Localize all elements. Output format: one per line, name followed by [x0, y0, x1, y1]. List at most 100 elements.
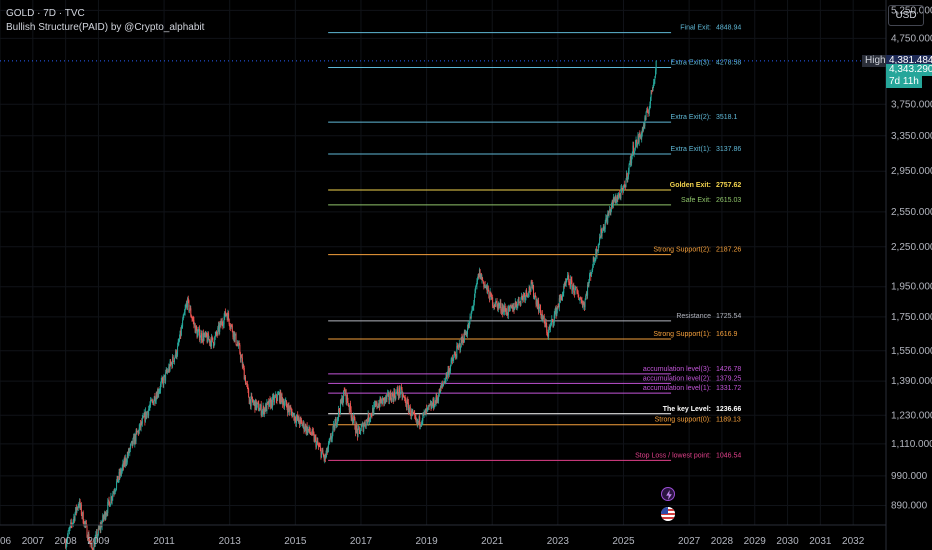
candle-body: [416, 419, 418, 424]
candle-body: [322, 454, 324, 457]
candle-body: [109, 504, 111, 507]
candle-body: [558, 306, 560, 308]
candle-body: [473, 302, 475, 307]
candle-body: [513, 306, 515, 311]
candle-body: [285, 400, 287, 402]
candle-body: [460, 347, 462, 350]
candle-body: [438, 389, 440, 397]
candle-body: [628, 164, 630, 171]
candle-body: [607, 213, 609, 223]
lightning-icon[interactable]: [661, 487, 675, 501]
candle-body: [607, 213, 609, 216]
candle-body: [548, 329, 550, 337]
us-flag-icon[interactable]: [661, 507, 675, 521]
candle-body: [481, 277, 483, 280]
candle-body: [614, 200, 616, 202]
candle-body: [158, 392, 160, 395]
candle-body: [153, 396, 155, 401]
candle-body: [260, 404, 262, 408]
candle-body: [314, 437, 316, 442]
level-label: accumulation level(1):: [643, 385, 711, 392]
candle-body: [331, 432, 333, 439]
candle-body: [610, 208, 612, 214]
y-axis[interactable]: 5,250.000 4,750.000 3,750.000 3,350.000 2,95…: [885, 0, 932, 550]
candle-body: [94, 538, 96, 547]
candle-body: [640, 134, 642, 139]
candle-body: [173, 361, 175, 362]
level-value: 1331.72: [716, 385, 741, 392]
candle-body: [313, 433, 315, 442]
x-tick-label: 2028: [711, 536, 734, 547]
candle-body: [344, 389, 346, 395]
candle-body: [519, 302, 521, 303]
candle-body: [85, 523, 87, 525]
candle-body: [326, 448, 328, 454]
candle-body: [453, 356, 455, 361]
candle-body: [527, 293, 529, 296]
y-tick-label: 1,550.000: [891, 346, 932, 357]
level-value: 3137.86: [716, 146, 741, 153]
candle-body: [548, 327, 550, 330]
level-label: Extra Exit(1):: [671, 146, 712, 153]
candle-body: [79, 500, 81, 508]
candle-body: [132, 438, 134, 446]
candle-body: [414, 415, 416, 419]
candle-body: [82, 512, 84, 524]
candle-body: [299, 418, 301, 425]
candle-body: [125, 458, 127, 463]
candle-body: [143, 413, 145, 418]
candle-body: [168, 366, 170, 371]
candle-body: [194, 324, 196, 325]
candle-body: [103, 516, 105, 520]
candle-body: [177, 346, 179, 355]
candle-body: [546, 325, 548, 333]
candle-body: [90, 543, 92, 545]
candle-body: [539, 304, 541, 312]
candle-body: [330, 436, 332, 440]
candle-body: [585, 293, 587, 296]
candle-body: [599, 237, 601, 243]
indicator-title[interactable]: Bullish Structure(PAID) by @Crypto_alpha…: [6, 22, 205, 33]
level-label: accumulation level(3):: [643, 366, 711, 373]
candle-body: [463, 341, 465, 343]
candle-body: [385, 396, 387, 401]
candle-body: [256, 404, 258, 409]
candle-body: [218, 324, 220, 332]
candle-body: [608, 211, 610, 216]
y-tick-label: 890.000: [891, 501, 928, 512]
candle-body: [494, 304, 496, 306]
candle-body: [67, 536, 69, 541]
candle-body: [87, 533, 89, 540]
candle-body: [524, 295, 526, 300]
candle-body: [98, 527, 100, 530]
candle-body: [583, 303, 585, 308]
candle-body: [202, 333, 204, 341]
candle-body: [550, 324, 552, 329]
candle-body: [116, 481, 118, 489]
candle-body: [652, 85, 654, 91]
level-label: Strong support(0):: [655, 417, 711, 424]
candle-body: [312, 429, 314, 432]
candle-body: [185, 305, 187, 309]
candle-body: [222, 323, 224, 326]
candle-body: [336, 424, 338, 426]
currency-button[interactable]: USD: [888, 5, 924, 26]
candle-body: [207, 333, 209, 343]
candle-body: [391, 393, 393, 402]
candle-body: [303, 422, 305, 431]
candle-body: [412, 412, 414, 414]
candle-body: [389, 393, 391, 400]
candle-body: [184, 308, 186, 313]
level-value: 1189.13: [716, 417, 741, 424]
candle-body: [209, 341, 211, 344]
candle-body: [485, 285, 487, 287]
candle-body: [70, 522, 72, 526]
candle-body: [562, 293, 564, 295]
candle-body: [190, 308, 192, 316]
candle-body: [602, 226, 604, 229]
candle-body: [246, 383, 248, 386]
candle-body: [577, 292, 579, 294]
candle-body: [560, 295, 562, 299]
candle-body: [134, 435, 136, 442]
